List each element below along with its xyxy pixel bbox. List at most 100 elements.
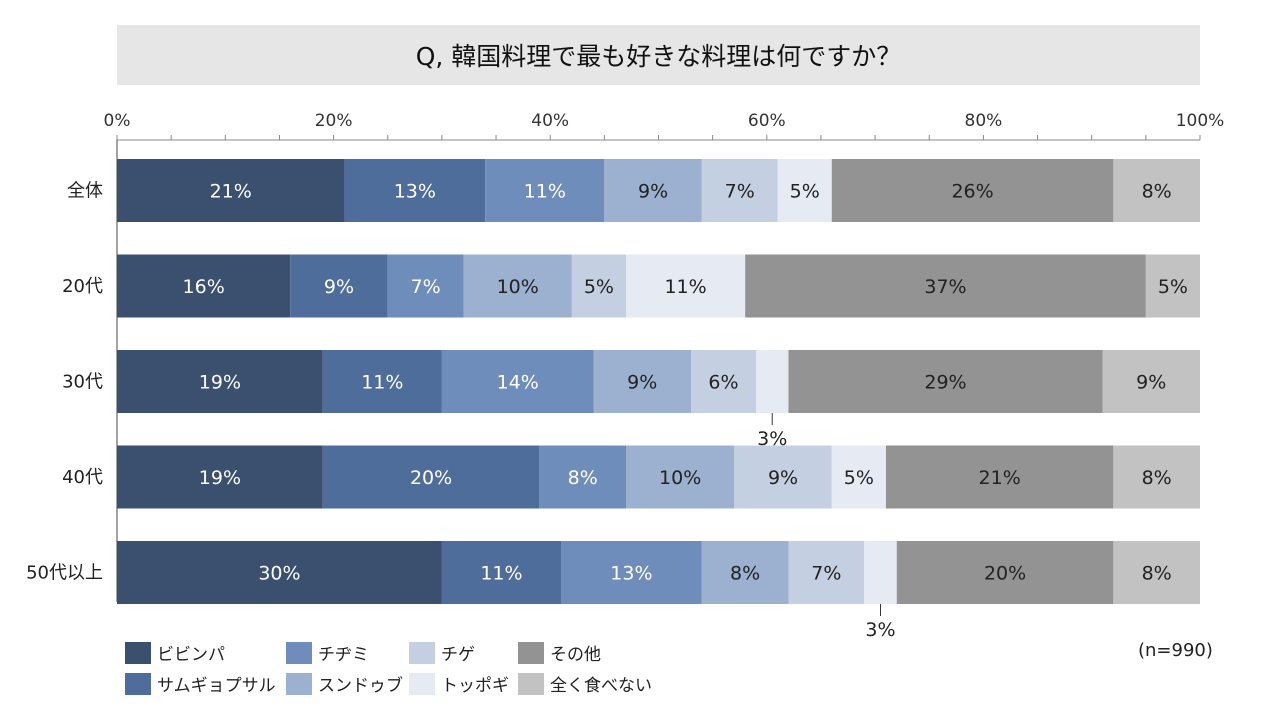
bar-segment [117,254,291,318]
legend-item: トッポギ [409,671,509,696]
bar-segment [755,350,789,413]
legend-swatch [518,672,544,695]
category-label: 20代 [62,276,103,297]
data-label: 5% [844,467,874,489]
bar-segment [387,254,464,318]
data-label: 8% [730,563,760,585]
legend-item: サムギョプサル [125,671,276,696]
bar-segment [701,159,778,222]
bar-segment [690,350,756,413]
bar-segment [864,541,897,604]
bar-segment [1102,350,1200,413]
bar-segment [117,350,323,413]
legend-label: サムギョプサル [157,676,276,696]
bar-segment [322,445,540,509]
legend: ビビンパサムギョプサル チヂミスンドゥブ チゲトッポギ その他全く食べない [125,640,685,704]
x-tick-label: 20% [315,111,353,131]
data-label: 7% [811,563,841,585]
data-label: 9% [627,372,657,394]
bar-segment [604,159,702,222]
data-label: 8% [1142,563,1172,585]
bar-segment [1113,159,1200,222]
bar-segment [290,254,388,318]
bar-segment [626,254,746,318]
data-label: 5% [584,276,614,298]
bar-segment [117,445,323,509]
bar-segment [626,445,735,509]
bar-segment [441,541,562,604]
legend-label: 全く食べない [550,676,652,696]
data-label: 9% [1136,372,1166,394]
bar-segment [896,541,1114,604]
legend-swatch [409,672,435,695]
sample-size-note: (n=990) [1138,640,1213,661]
bar-segment [1113,541,1200,604]
data-label: 5% [790,181,820,203]
data-label: 3% [757,428,787,450]
data-label: 3% [865,619,895,641]
legend-label: チゲ [441,645,475,665]
bar-segment [485,159,605,222]
bar-segment [571,254,627,318]
bar-segment [441,350,594,413]
bar-segment [117,159,345,222]
data-label: 13% [610,563,652,585]
bar-segment [831,445,886,509]
bar-segment [885,445,1114,509]
data-label: 21% [210,181,252,203]
data-label: 11% [361,372,403,394]
legend-swatch [125,641,151,664]
legend-item: ビビンパ [125,640,225,665]
data-label: 9% [768,467,798,489]
data-label: 37% [924,276,966,298]
data-label: 21% [979,467,1021,489]
data-label: 19% [199,372,241,394]
legend-swatch [125,672,151,695]
bar-segment [745,254,1146,318]
data-label: 29% [924,372,966,394]
legend-swatch [518,641,544,664]
legend-label: その他 [550,645,601,665]
data-label: 8% [1142,467,1172,489]
bar-segment [561,541,702,604]
legend-label: チヂミ [318,645,369,665]
bar-segment [1113,445,1200,509]
bar-segment [1145,254,1200,318]
data-label: 6% [708,372,738,394]
legend-swatch [286,672,312,695]
bar-segment [593,350,691,413]
bar-segment [777,159,832,222]
data-label: 30% [258,563,300,585]
data-label: 11% [664,276,706,298]
legend-label: ビビンパ [157,645,225,665]
data-label: 9% [324,276,354,298]
bar-segment [344,159,486,222]
bar-segment [539,445,627,509]
category-label: 30代 [62,372,103,393]
data-label: 8% [1142,181,1172,203]
bar-segment [831,159,1114,222]
legend-item: その他 [518,640,601,665]
bar-segment [463,254,572,318]
legend-item: 全く食べない [518,671,652,696]
data-label: 11% [524,181,566,203]
bar-segment [701,541,789,604]
legend-item: チヂミ [286,640,369,665]
data-label: 20% [410,467,452,489]
data-label: 20% [984,563,1026,585]
data-label: 5% [1158,276,1188,298]
x-tick-label: 100% [1176,111,1225,131]
legend-label: トッポギ [441,676,509,696]
x-tick-label: 80% [965,111,1003,131]
data-label: 7% [411,276,441,298]
legend-item: スンドゥブ [286,671,403,696]
data-label: 9% [638,181,668,203]
data-label: 26% [951,181,993,203]
legend-swatch [409,641,435,664]
data-label: 10% [659,467,701,489]
data-label: 13% [394,181,436,203]
legend-swatch [286,641,312,664]
x-tick-label: 0% [104,111,131,131]
bar-segment [322,350,442,413]
